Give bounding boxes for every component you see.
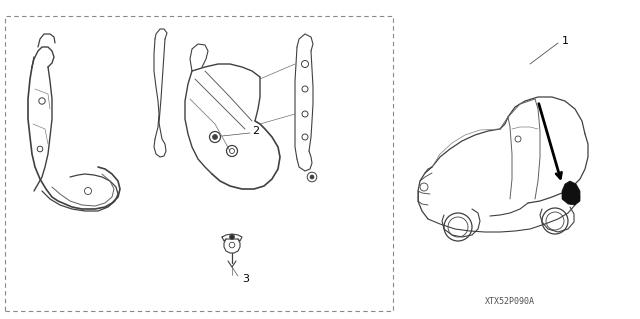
Circle shape	[230, 234, 234, 240]
Circle shape	[310, 175, 314, 179]
Circle shape	[212, 135, 218, 139]
Text: 1: 1	[562, 36, 569, 46]
Bar	[5, 16, 393, 311]
Polygon shape	[562, 181, 580, 205]
Text: 3: 3	[242, 274, 249, 284]
Text: 2: 2	[252, 126, 259, 136]
Text: XTX52P090A: XTX52P090A	[485, 296, 535, 306]
